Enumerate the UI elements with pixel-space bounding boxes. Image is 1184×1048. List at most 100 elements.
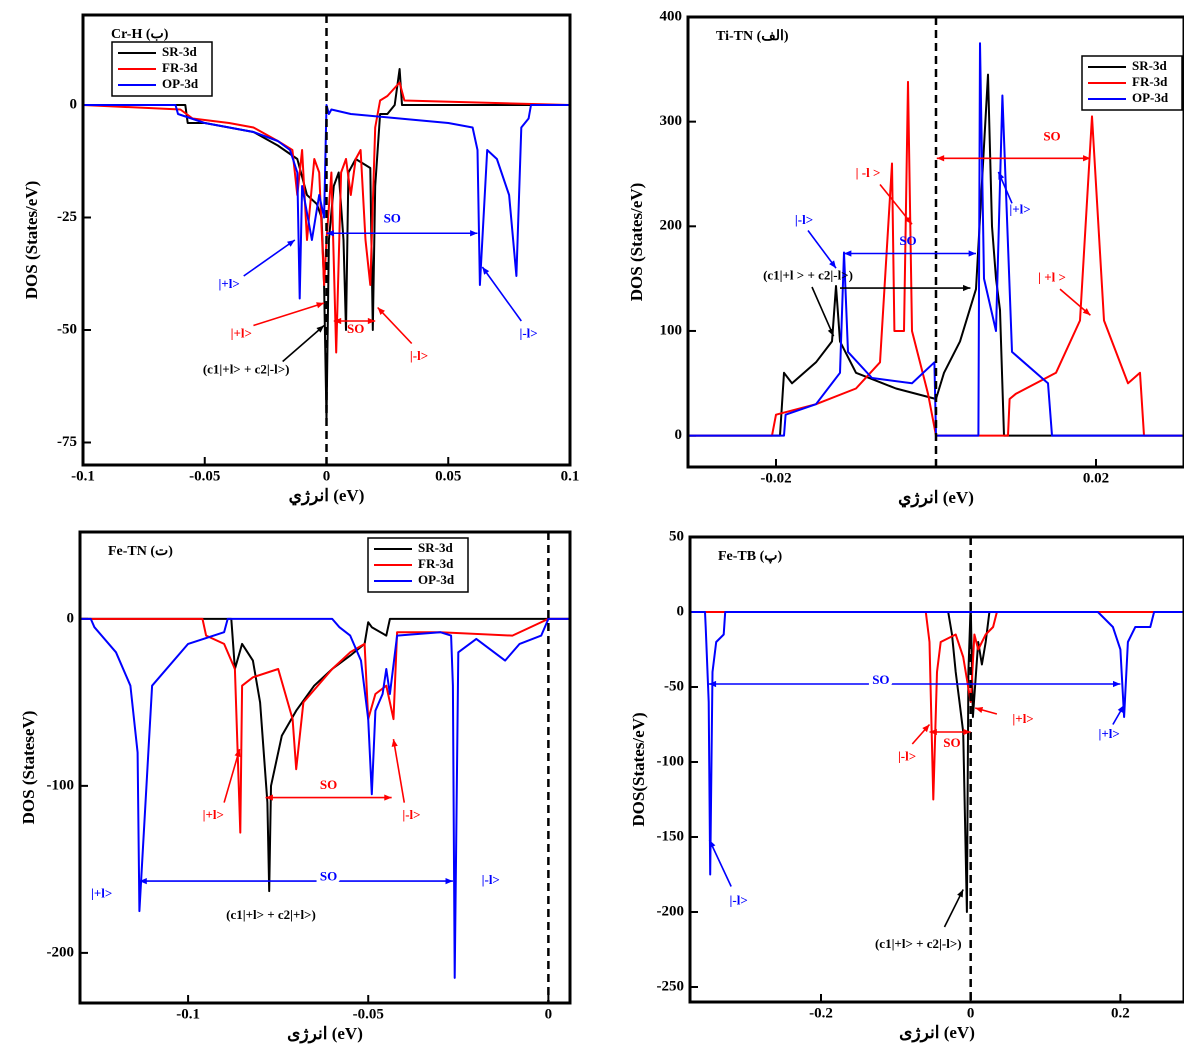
x-tick-label: 0 (967, 1005, 975, 1021)
annotation: (c1|+l> + c2|-l>) (875, 936, 962, 951)
y-tick-label: 0 (67, 610, 75, 626)
arrow-head (326, 230, 334, 237)
annotation-arrow (392, 738, 406, 803)
arrow-head (234, 749, 241, 758)
arrow-head (384, 794, 392, 801)
annotation: | +l > (1038, 270, 1066, 285)
annotation: (c1|+l > + c2|-l>) (763, 268, 853, 283)
annotation: |-l> (898, 748, 916, 763)
y-tick-label: 0 (677, 603, 685, 619)
arrow-head (1117, 705, 1125, 713)
frame (686, 15, 1184, 469)
annotation: SO (943, 735, 960, 750)
frame (78, 530, 572, 1005)
y-axis-label: DOS(States/eV) (629, 712, 648, 826)
annotation: |-l> (402, 807, 420, 822)
annotation: |-l> (519, 325, 537, 340)
arrow-head (367, 317, 376, 325)
legend-label: FR-3d (418, 556, 454, 571)
plot-area (83, 68, 570, 421)
panel: 0 100 200 300 400 -0.02 0.02 انرژي (eV) DOS (Sta… (627, 8, 1184, 508)
frame (81, 13, 572, 467)
y-axis-label: DOS (States/eV) (22, 181, 41, 300)
annotation: SO (384, 211, 401, 226)
series-line (690, 603, 1184, 913)
annotation: |+l> (218, 276, 239, 291)
chart-title: Fe-TN (ت) (108, 544, 173, 559)
arrow-head (470, 230, 478, 237)
arrow-head (709, 840, 716, 848)
annotation: |-l> (482, 872, 500, 887)
y-tick-label: -100 (657, 753, 685, 769)
arrow-head (829, 260, 836, 269)
frame (688, 535, 1184, 1004)
y-tick-label: -50 (57, 321, 77, 337)
annotation-arrow (253, 302, 325, 327)
arrow-head (963, 284, 971, 292)
plot-area (690, 603, 1184, 913)
panel: 0 -100 -200 -0.1 -0.05 0 انرژی (eV) DOS (States… (19, 530, 572, 1044)
arrow-head (445, 877, 453, 885)
arrow-head (377, 307, 385, 315)
annotation-arrow (879, 183, 913, 225)
arrow-head (827, 328, 834, 337)
series-line (83, 104, 570, 300)
annotation: (c1|+l> + c2|+l>) (226, 907, 316, 922)
annotation-arrow (708, 839, 732, 887)
y-tick-label: -50 (664, 678, 684, 694)
legend-label: FR-3d (162, 60, 198, 75)
arrow-head (1083, 155, 1091, 162)
panel: 0 -25 -50 -75 -0.1 -0.05 0 0.05 0.1 انرژي (eV) DOS… (22, 13, 579, 506)
annotation: SO (1043, 128, 1060, 143)
x-tick-label: 0 (545, 1006, 553, 1022)
series-line (80, 617, 570, 979)
annotation-arrow (481, 266, 522, 322)
arrow-head (333, 317, 342, 325)
arrow-head (391, 739, 398, 747)
legend-box (111, 41, 213, 97)
arrow-head (287, 240, 295, 247)
annotation: |+l> (1099, 726, 1120, 741)
annotation: |+l> (231, 325, 252, 340)
y-tick-label: 100 (660, 322, 683, 338)
annotation: SO (899, 233, 916, 248)
annotation: |+l> (203, 807, 224, 822)
arrow-head (316, 325, 325, 333)
arrow-head (482, 267, 490, 275)
y-axis-label: DOS (StateseV) (19, 711, 38, 825)
legend-label: OP-3d (418, 572, 455, 587)
y-tick-label: 50 (669, 528, 684, 544)
y-tick-label: -200 (47, 944, 75, 960)
y-tick-label: -25 (57, 209, 77, 225)
x-tick-label: -0.02 (760, 470, 791, 486)
arrow-head (963, 728, 971, 736)
arrow-head (904, 216, 912, 225)
annotation: |+l> (1012, 711, 1033, 726)
legend-label: FR-3d (1132, 74, 1168, 89)
y-tick-label: -200 (657, 903, 685, 919)
annotation: |+l> (1009, 202, 1030, 217)
x-axis-label: انرژي (eV) (289, 486, 365, 506)
panel: 50 0 -50 -100 -150 -200 -250 -0.2 0 0.2 انرژی (eV)… (629, 528, 1184, 1043)
arrow-head (929, 728, 937, 736)
y-tick-label: -250 (657, 978, 685, 994)
series-line (80, 617, 570, 893)
chart-title: Cr-H (ب) (111, 27, 169, 42)
x-tick-label: -0.1 (176, 1006, 200, 1022)
y-tick-label: 0 (70, 96, 78, 112)
x-tick-label: -0.1 (71, 468, 95, 484)
series-line (690, 611, 1184, 876)
x-axis-label: انرژي (eV) (898, 488, 974, 508)
annotation-arrow (223, 748, 241, 803)
series-line (83, 68, 570, 421)
arrow-head (844, 250, 852, 257)
arrow-head (968, 250, 976, 257)
x-axis-label: انرژی (eV) (899, 1023, 975, 1043)
arrow-head (936, 155, 945, 162)
annotation: | -l > (856, 165, 881, 180)
legend-label: SR-3d (418, 540, 453, 555)
series-line (688, 80, 1184, 437)
x-axis-label: انرژی (eV) (287, 1024, 363, 1044)
annotation: SO (347, 321, 364, 336)
